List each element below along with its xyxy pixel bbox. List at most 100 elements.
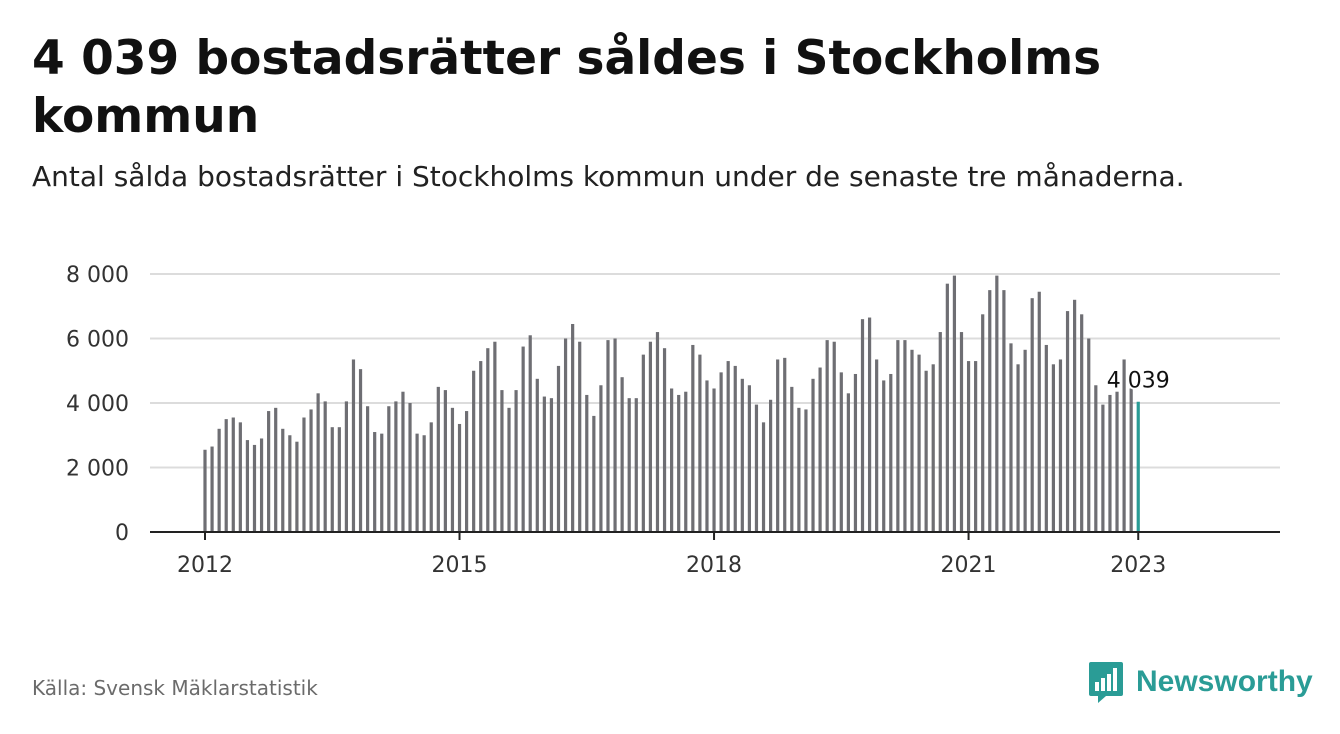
bar <box>1016 364 1020 532</box>
bar <box>1129 388 1133 532</box>
y-tick-label: 8 000 <box>66 263 129 288</box>
bar <box>267 411 271 532</box>
bar <box>733 365 737 532</box>
bar <box>761 422 766 532</box>
bar <box>1030 298 1034 532</box>
y-tick-label: 4 000 <box>66 392 129 417</box>
newsworthy-logo-icon <box>1089 662 1123 703</box>
bar <box>712 388 716 532</box>
bar <box>394 401 398 532</box>
bar <box>959 332 964 532</box>
bar <box>295 441 299 532</box>
bar <box>1087 338 1091 532</box>
bar <box>988 290 992 532</box>
bar <box>719 372 723 532</box>
bar <box>1122 359 1126 532</box>
x-tick-label: 2018 <box>686 553 742 578</box>
y-tick-label: 2 000 <box>66 457 129 482</box>
bar <box>274 407 278 532</box>
bar <box>1115 391 1119 532</box>
bar <box>917 354 921 532</box>
newsworthy-logo: Newsworthy <box>1088 660 1313 704</box>
bar <box>620 377 624 532</box>
bar <box>811 378 815 532</box>
bar <box>500 390 504 532</box>
bar <box>790 386 794 532</box>
bar <box>995 275 999 532</box>
bar <box>556 365 561 532</box>
chart-title: 4 039 bostadsrätter såldes i Stockholms … <box>32 31 1102 144</box>
bar <box>415 433 419 532</box>
bar <box>493 341 497 532</box>
bar <box>1108 394 1112 532</box>
bar <box>825 340 829 532</box>
bar <box>839 372 843 532</box>
bars <box>203 275 1140 532</box>
x-tick-label: 2015 <box>432 553 488 578</box>
bar <box>747 385 751 532</box>
bar <box>429 422 433 532</box>
bar <box>210 446 214 532</box>
bar <box>578 341 582 532</box>
bar <box>966 361 971 532</box>
bar <box>323 401 327 532</box>
bar <box>1065 311 1070 532</box>
bar <box>797 407 801 532</box>
bar <box>1009 343 1013 532</box>
bar <box>224 419 228 532</box>
bar <box>903 340 907 532</box>
bar <box>344 401 348 532</box>
bar <box>549 398 554 532</box>
bar <box>245 440 250 532</box>
bar <box>945 283 949 532</box>
bar <box>1080 314 1084 532</box>
bar <box>846 393 850 532</box>
bar <box>1002 290 1006 532</box>
bar <box>705 380 709 532</box>
bar <box>648 341 653 532</box>
bar <box>585 394 589 532</box>
bar <box>1058 359 1063 532</box>
x-tick-label: 2021 <box>941 553 997 578</box>
bar <box>691 344 695 532</box>
bar <box>670 388 674 532</box>
bar <box>769 399 773 532</box>
bar <box>981 314 985 532</box>
bar <box>662 348 667 532</box>
bar <box>882 380 886 532</box>
bar <box>514 390 518 532</box>
bar <box>1094 385 1098 532</box>
bar <box>1051 364 1055 532</box>
x-tick-label: 2023 <box>1110 553 1166 578</box>
bar <box>754 404 759 532</box>
bar <box>380 433 384 532</box>
bar <box>302 417 306 532</box>
bar <box>238 422 242 532</box>
bar <box>521 346 525 532</box>
bar <box>288 435 292 532</box>
chart-subtitle: Antal sålda bostadsrätter i Stockholms k… <box>32 160 1185 193</box>
bar <box>832 341 836 532</box>
bar <box>641 354 645 532</box>
bar <box>726 361 730 532</box>
bar <box>599 385 603 532</box>
bar <box>684 391 688 532</box>
bar <box>655 332 660 532</box>
bar <box>606 340 610 532</box>
bar <box>776 359 780 532</box>
last-value-label: 4 039 <box>1107 369 1170 394</box>
bar <box>1037 291 1041 532</box>
bar <box>203 449 207 532</box>
bar <box>740 378 744 532</box>
bar <box>677 394 681 532</box>
bar <box>387 406 391 532</box>
bar <box>910 349 914 532</box>
bar <box>860 319 865 532</box>
bar <box>217 428 221 532</box>
bar <box>818 367 822 532</box>
bar <box>592 415 596 532</box>
bar <box>974 361 978 532</box>
y-axis-ticks: 0 2 000 4 000 6 000 8 000 <box>66 263 129 546</box>
bar <box>252 444 257 532</box>
bar <box>1023 349 1027 532</box>
